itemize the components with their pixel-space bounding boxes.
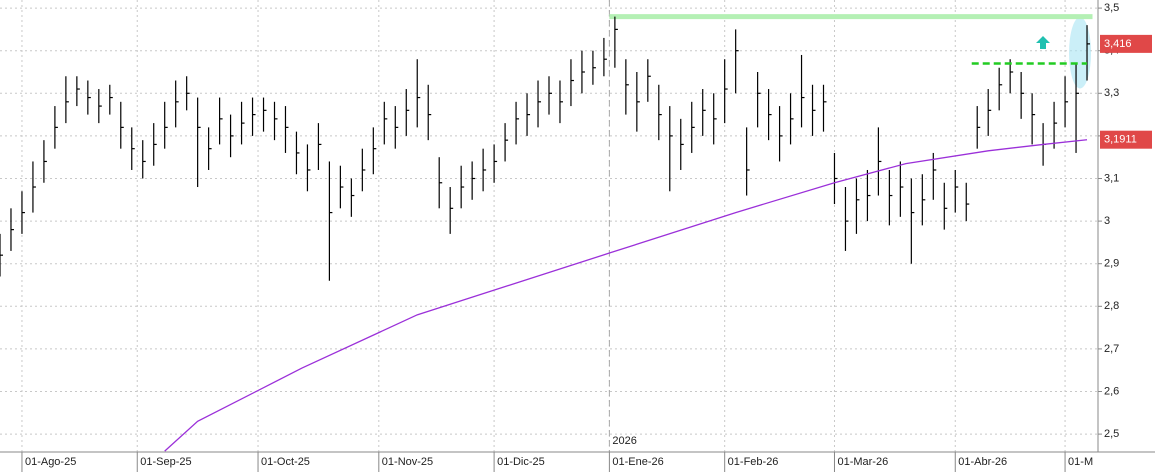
- x-tick-label: 01-Dic-25: [497, 456, 545, 468]
- price-label-box: [1100, 34, 1152, 53]
- x-tick-label: 01-Ene-26: [612, 456, 663, 468]
- y-tick-label: 2,6: [1104, 385, 1119, 397]
- price-label: 3,416: [1104, 38, 1132, 50]
- y-tick-label: 3: [1104, 215, 1110, 227]
- y-tick-label: 3,3: [1104, 87, 1119, 99]
- up-arrow: [1036, 36, 1050, 49]
- y-tick-label: 2,9: [1104, 258, 1119, 270]
- x-tick-label: 01-Oct-25: [261, 456, 310, 468]
- highlight: [1069, 17, 1092, 89]
- price-label: 3,1911: [1104, 134, 1137, 146]
- grid: [0, 0, 1098, 452]
- moving-average: [164, 139, 1088, 452]
- y-tick-label: 2,7: [1104, 343, 1119, 355]
- x-tick-label: 01-Abr-26: [958, 456, 1007, 468]
- price-label-box: [1100, 130, 1152, 149]
- y-tick-label: 3,5: [1104, 2, 1119, 14]
- x-tick-label: 01-Ago-25: [25, 456, 76, 468]
- y-tick-label: 2,5: [1104, 428, 1119, 440]
- x-tick-label: 01-Feb-26: [728, 456, 779, 468]
- x-tick-label: 01-M: [1068, 456, 1093, 468]
- plot: [0, 14, 1093, 452]
- x-tick-label: 01-Mar-26: [837, 456, 888, 468]
- year-label: 2026: [612, 435, 636, 447]
- y-tick-label: 2,8: [1104, 300, 1119, 312]
- x-tick-label: 01-Sep-25: [140, 456, 191, 468]
- x-tick-label: 01-Nov-25: [382, 456, 433, 468]
- y-tick-label: 3,1: [1104, 172, 1119, 184]
